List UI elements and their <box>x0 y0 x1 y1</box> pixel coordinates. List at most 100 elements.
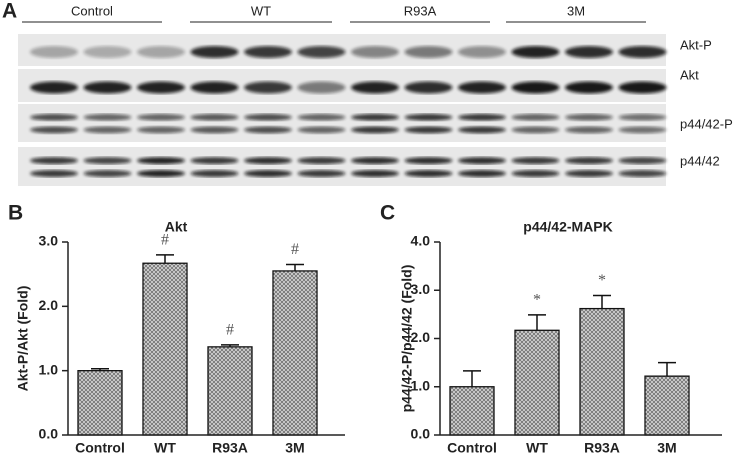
blot-band <box>511 126 560 134</box>
blot-band <box>351 81 399 94</box>
blot-band <box>244 170 292 178</box>
blot-band <box>511 170 560 178</box>
blot-band <box>565 170 613 178</box>
blot-band <box>351 46 399 58</box>
bar <box>142 262 188 436</box>
x-tick-label: R93A <box>212 440 248 456</box>
blot-band <box>137 170 185 178</box>
panel-letter: B <box>8 202 23 225</box>
blot-band <box>565 157 613 165</box>
blot-band <box>351 113 399 121</box>
blot-band <box>458 157 506 165</box>
blot-band <box>565 113 613 121</box>
blot-strip <box>18 147 666 186</box>
blot-band <box>297 126 346 134</box>
blot-band <box>30 46 78 58</box>
blot-band <box>137 81 185 94</box>
blot-band <box>511 81 560 94</box>
blot-band <box>404 157 453 165</box>
blot-band <box>565 46 613 58</box>
y-tick-label: 2.0 <box>411 329 431 345</box>
row-label: Akt-P <box>680 37 712 52</box>
bar <box>207 346 253 436</box>
group-label: 3M <box>567 3 585 18</box>
blot-band <box>458 170 506 178</box>
y-tick-label: 3.0 <box>411 281 431 297</box>
blot-band <box>511 157 560 165</box>
western-blot: Control WT R93A 3M Akt-P Akt p44/42-P p44/42 <box>18 3 733 186</box>
blot-band <box>565 81 613 94</box>
blot-band <box>618 126 667 134</box>
blot-band <box>244 113 292 121</box>
blot-band <box>351 170 399 178</box>
blot-band <box>458 81 506 94</box>
bar <box>644 375 690 436</box>
blot-strip <box>18 104 666 142</box>
blot-band <box>458 46 506 58</box>
blot-band <box>351 126 399 134</box>
blot-band <box>190 157 239 165</box>
blot-band <box>190 46 239 58</box>
bar <box>77 370 123 436</box>
chart-title: Akt <box>165 219 188 235</box>
row-label: Akt <box>680 67 699 82</box>
significance-marker: # <box>291 241 299 258</box>
x-tick-label: WT <box>526 440 548 456</box>
blot-band <box>137 126 185 134</box>
bar <box>514 329 560 436</box>
significance-marker: # <box>226 322 234 339</box>
blot-band <box>137 113 185 121</box>
blot-band <box>618 81 667 94</box>
blot-band <box>244 126 292 134</box>
group-label: R93A <box>404 3 437 18</box>
significance-marker: * <box>533 292 541 309</box>
bar <box>272 270 318 436</box>
blot-band <box>30 157 78 165</box>
blot-band <box>30 170 78 178</box>
blot-band <box>30 81 78 94</box>
blot-band <box>190 170 239 178</box>
y-axis-label: p44/42-P/p44/42 (Fold) <box>399 265 415 413</box>
group-label: Control <box>71 3 113 18</box>
blot-band <box>618 170 667 178</box>
blot-band <box>244 157 292 165</box>
blot-band <box>404 113 453 121</box>
row-label: p44/42 <box>680 153 720 168</box>
y-tick-label: 4.0 <box>411 233 431 249</box>
significance-marker: * <box>598 272 606 289</box>
significance-marker: # <box>161 232 169 249</box>
blot-band <box>458 113 506 121</box>
x-tick-label: R93A <box>584 440 620 456</box>
blot-band <box>244 46 292 58</box>
chart-title: p44/42-MAPK <box>523 219 612 235</box>
blot-band <box>297 113 346 121</box>
blot-band <box>297 81 346 94</box>
blot-band <box>83 81 132 94</box>
blot-band <box>137 46 185 58</box>
blot-band <box>297 170 346 178</box>
blot-band <box>30 113 78 121</box>
blot-band <box>404 126 453 134</box>
blot-band <box>83 157 132 165</box>
blot-band <box>511 46 560 58</box>
blot-band <box>30 126 78 134</box>
blot-band <box>297 46 346 58</box>
blot-band <box>351 157 399 165</box>
blot-band <box>190 126 239 134</box>
row-label: p44/42-P <box>680 116 733 131</box>
blot-band <box>618 157 667 165</box>
y-tick-label: 1.0 <box>411 377 431 393</box>
blot-band <box>83 126 132 134</box>
blot-band <box>83 46 132 58</box>
bar <box>449 386 495 436</box>
x-tick-label: 3M <box>285 440 304 456</box>
y-tick-label: 0.0 <box>411 426 431 442</box>
x-tick-label: 3M <box>657 440 676 456</box>
y-axis-label: Akt-P/Akt (Fold) <box>15 286 31 392</box>
blot-band <box>458 126 506 134</box>
blot-band <box>404 46 453 58</box>
x-tick-label: WT <box>154 440 176 456</box>
blot-band <box>618 46 667 58</box>
blot-band <box>404 170 453 178</box>
blot-band <box>190 81 239 94</box>
